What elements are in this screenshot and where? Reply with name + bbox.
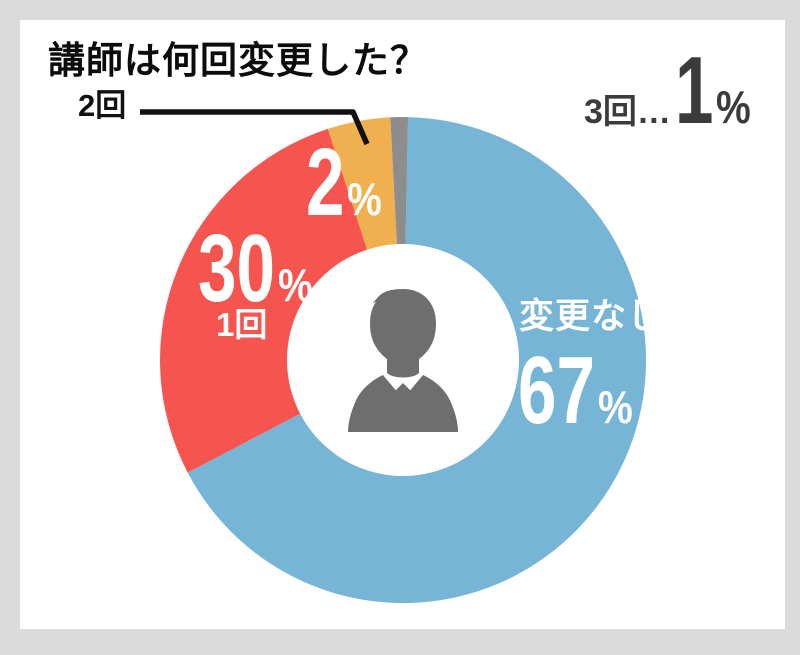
slice-label-2-times: 2 % — [306, 135, 388, 231]
slice-label-no-change: 67 % — [518, 343, 639, 439]
callout-leader-line — [140, 109, 370, 146]
slice-67-percent-sign: % — [597, 381, 633, 433]
slice-name-1kai: 1回 — [216, 306, 268, 343]
slice-67-value: 67 — [518, 337, 595, 444]
slice-2-value: 2 — [306, 129, 345, 236]
callout-3kai: 3回… 1 % — [584, 43, 757, 139]
slice-2-percent-sign: % — [347, 173, 383, 225]
businessman-tie-icon — [394, 383, 412, 429]
slice-30-value: 30 — [198, 215, 275, 322]
businessman-icon — [348, 289, 458, 432]
callout-3kai-value: 1 — [674, 37, 714, 144]
callout-label-2kai: 2回 — [78, 88, 127, 123]
callout-3kai-label: 3回… — [584, 93, 671, 131]
slice-name-no-change: 変更なし — [519, 297, 664, 336]
chart-title: 講師は何回変更した？ — [48, 40, 428, 81]
callout-3kai-percent-sign: % — [716, 81, 752, 133]
slice-label-1-time: 30 % — [198, 221, 319, 317]
businessman-head — [370, 289, 436, 378]
slice-30-percent-sign: % — [277, 259, 313, 311]
